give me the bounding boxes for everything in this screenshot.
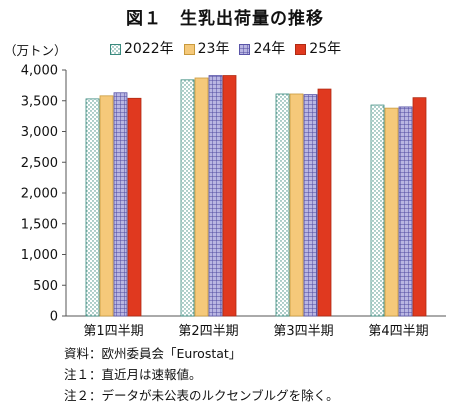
legend-label-24: 24年 <box>253 41 286 57</box>
chart-tick-labels: 0 500 1,000 1,500 2,000 2,500 3,000 3,500 4,000 第… <box>21 64 429 340</box>
x-category-label: 第2四半期 <box>178 324 238 339</box>
bar-24年-第3四半期 <box>303 94 318 317</box>
y-axis-unit-label: （万トン） <box>4 43 67 58</box>
legend-swatch-23 <box>183 43 195 55</box>
bar-2022年-第4四半期 <box>370 104 385 317</box>
legend-item-2022: 2022年 <box>110 38 174 58</box>
bar-chart: 0 500 1,000 1,500 2,000 2,500 3,000 3,500 4,000 第… <box>21 64 446 340</box>
y-tick-label: 2,000 <box>21 187 58 202</box>
bar-25年-第2四半期 <box>222 75 237 317</box>
bar-2022年-第1四半期 <box>85 98 100 317</box>
bar-24年-第2四半期 <box>208 75 223 317</box>
legend-swatch-2022 <box>110 43 121 55</box>
legend-swatch-25 <box>295 43 307 55</box>
x-category-label: 第4四半期 <box>368 324 428 339</box>
chart-bars <box>85 75 427 317</box>
chart-legend: 2022年 23年 24年 25年 <box>110 38 341 58</box>
bar-25年-第3四半期 <box>317 88 332 317</box>
bar-23年-第4四半期 <box>384 107 399 317</box>
y-tick-label: 1,500 <box>21 217 58 232</box>
chart-title: 図１ 生乳出荷量の推移 <box>126 9 324 29</box>
bar-24年-第1四半期 <box>113 92 128 317</box>
bar-2022年-第3四半期 <box>275 93 290 317</box>
y-tick-label: 500 <box>33 279 58 294</box>
legend-swatch-24 <box>239 43 251 55</box>
y-tick-label: 3,000 <box>21 125 58 140</box>
x-category-label: 第1四半期 <box>83 324 143 339</box>
legend-item-23: 23年 <box>183 38 230 58</box>
note-source: 資料：欧州委員会「Eurostat」 <box>64 346 242 361</box>
note-2: 注２：データが未公表のルクセンブルグを除く。 <box>64 388 339 403</box>
y-tick-label: 1,000 <box>21 248 58 263</box>
x-category-label: 第3四半期 <box>273 324 333 339</box>
bar-25年-第1四半期 <box>127 97 142 317</box>
bar-24年-第4四半期 <box>398 106 413 317</box>
y-tick-label: 3,500 <box>21 94 58 109</box>
bar-25年-第4四半期 <box>412 97 427 317</box>
y-tick-label: 4,000 <box>21 64 58 79</box>
bar-2022年-第2四半期 <box>180 79 195 317</box>
y-tick-label: 0 <box>50 310 58 325</box>
legend-label-2022: 2022年 <box>124 41 174 57</box>
legend-label-23: 23年 <box>197 41 230 57</box>
legend-item-24: 24年 <box>239 38 285 58</box>
legend-label-25: 25年 <box>309 41 342 57</box>
y-tick-label: 2,500 <box>21 156 58 171</box>
bar-23年-第2四半期 <box>194 77 209 317</box>
note-1: 注１：直近月は速報値。 <box>64 367 202 382</box>
bar-23年-第1四半期 <box>99 95 114 317</box>
bar-23年-第3四半期 <box>289 93 304 317</box>
legend-item-25: 25年 <box>295 38 341 58</box>
chart-notes: 資料：欧州委員会「Eurostat」 注１：直近月は速報値。 注２：データが未公… <box>64 343 339 406</box>
